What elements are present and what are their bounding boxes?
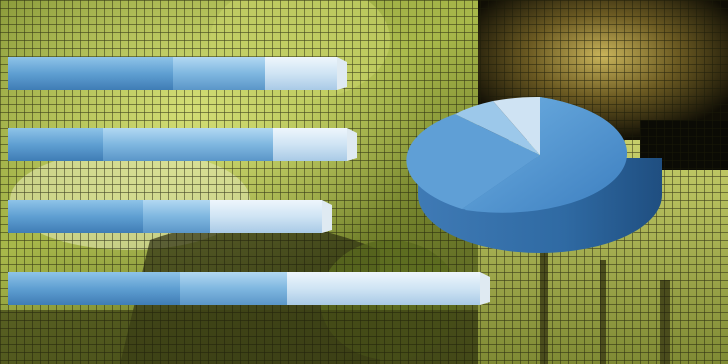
bar — [8, 128, 357, 161]
bar — [8, 57, 347, 90]
bar — [8, 200, 332, 233]
bar — [8, 272, 490, 305]
pie — [406, 96, 662, 253]
